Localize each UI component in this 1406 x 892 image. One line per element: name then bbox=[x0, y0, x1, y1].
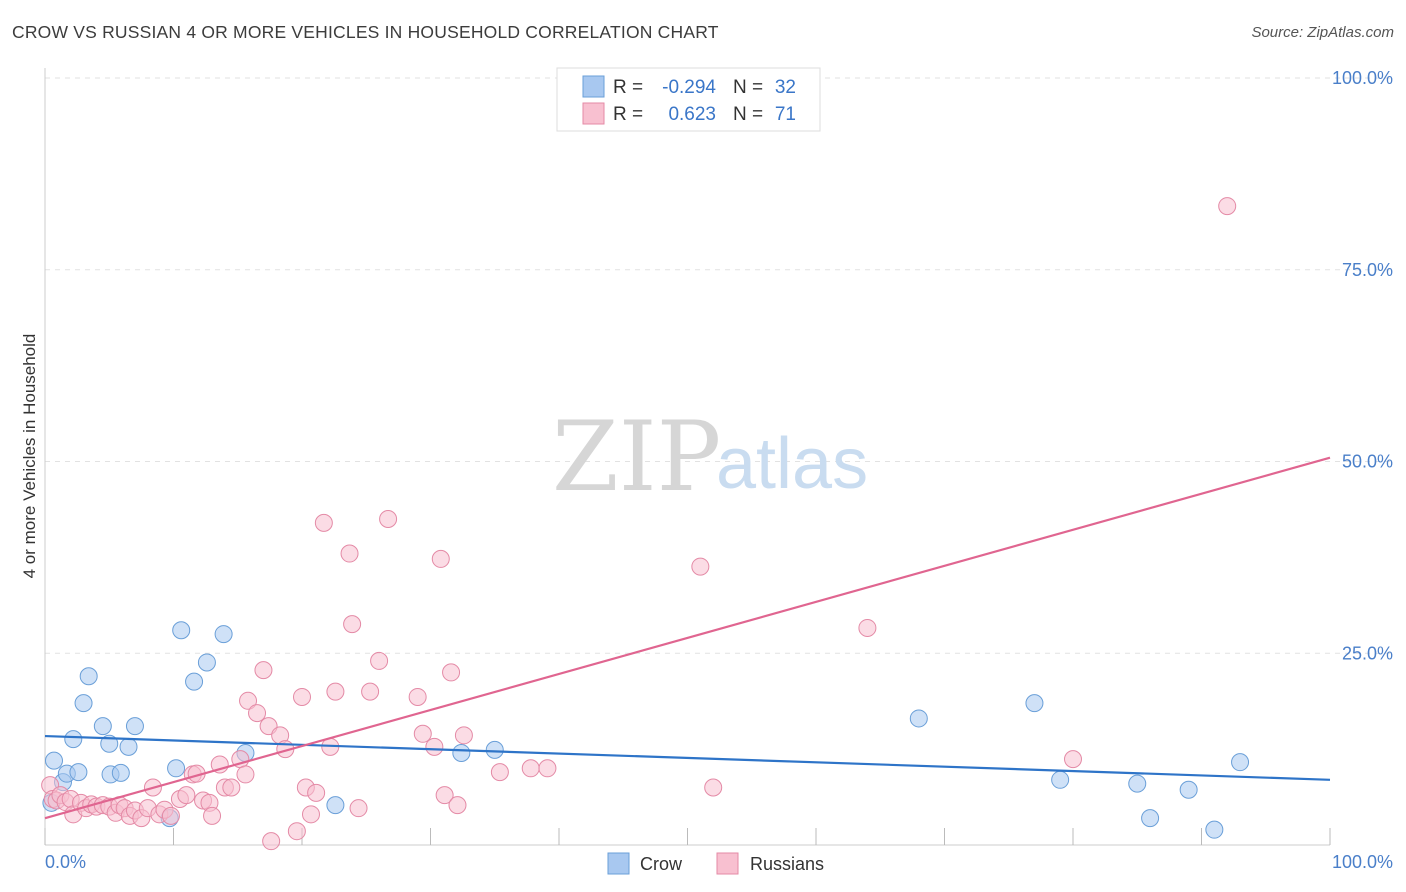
point-russians-59 bbox=[425, 737, 444, 756]
point-russians-30 bbox=[203, 806, 222, 825]
point-crow-31 bbox=[1231, 753, 1250, 772]
point-russians-33 bbox=[222, 778, 241, 797]
watermark: ZIP atlas bbox=[552, 401, 868, 513]
point-crow-5 bbox=[69, 763, 88, 782]
legend-r-label-russians: R = bbox=[613, 104, 643, 125]
source-label: Source: ZipAtlas.com bbox=[1251, 24, 1394, 41]
point-russians-51 bbox=[340, 544, 359, 563]
point-russians-37 bbox=[248, 704, 267, 723]
y-tick-label-1: 50.0% bbox=[1342, 452, 1393, 472]
point-crow-11 bbox=[111, 763, 130, 782]
point-russians-23 bbox=[161, 806, 180, 825]
bottom-legend-swatch-crow bbox=[607, 852, 630, 875]
point-crow-21 bbox=[326, 796, 345, 815]
chart-title: CROW VS RUSSIAN 4 OR MORE VEHICLES IN HO… bbox=[12, 22, 719, 42]
legend-n-value-russians: 71 bbox=[775, 104, 796, 125]
point-russians-50 bbox=[326, 682, 345, 701]
point-russians-63 bbox=[448, 796, 467, 815]
watermark-zip: ZIP bbox=[552, 401, 721, 513]
x-tick-label-0: 0.0% bbox=[45, 852, 86, 872]
bottom-legend-label-crow: Crow bbox=[640, 854, 683, 874]
point-russians-47 bbox=[307, 783, 326, 802]
point-russians-55 bbox=[370, 651, 389, 670]
point-russians-40 bbox=[262, 832, 281, 851]
point-crow-1 bbox=[44, 751, 63, 770]
point-russians-52 bbox=[343, 615, 362, 634]
bottom-legend-label-russians: Russians bbox=[750, 854, 824, 874]
point-russians-57 bbox=[408, 687, 427, 706]
y-axis-title: 4 or more Vehicles in Household bbox=[20, 334, 39, 579]
point-russians-65 bbox=[490, 763, 509, 782]
trend-line-russians bbox=[44, 456, 1331, 820]
point-crow-23 bbox=[485, 740, 504, 759]
point-crow-12 bbox=[119, 737, 138, 756]
point-russians-64 bbox=[454, 726, 473, 745]
bottom-legend-swatch-russians bbox=[716, 852, 739, 875]
y-tick-label-2: 75.0% bbox=[1342, 260, 1393, 280]
point-russians-44 bbox=[293, 687, 311, 706]
point-crow-19 bbox=[214, 625, 233, 644]
legend-n-label-crow: N = bbox=[733, 77, 763, 98]
point-russians-56 bbox=[379, 510, 398, 529]
point-russians-67 bbox=[538, 759, 557, 778]
point-russians-61 bbox=[435, 786, 454, 805]
legend-swatch-crow bbox=[582, 75, 605, 98]
trend-line-crow bbox=[44, 734, 1331, 781]
trend-lines bbox=[44, 456, 1331, 820]
point-crow-28 bbox=[1141, 809, 1160, 828]
point-russians-62 bbox=[442, 663, 461, 682]
point-crow-17 bbox=[185, 672, 204, 691]
point-russians-72 bbox=[1218, 197, 1237, 216]
legend-n-value-crow: 32 bbox=[775, 77, 796, 98]
point-crow-6 bbox=[74, 694, 93, 713]
legend-r-value-russians: 0.623 bbox=[668, 104, 716, 125]
correlation-legend: R = -0.294 N = 32 R = 0.623 N = 71 bbox=[556, 67, 821, 132]
point-crow-24 bbox=[909, 709, 928, 728]
point-crow-22 bbox=[452, 743, 471, 762]
y-tick-label-3: 100.0% bbox=[1332, 68, 1393, 88]
point-russians-69 bbox=[704, 778, 723, 797]
point-crow-25 bbox=[1025, 694, 1044, 713]
legend-n-label-russians: N = bbox=[733, 104, 763, 125]
point-russians-71 bbox=[1064, 750, 1082, 769]
point-russians-35 bbox=[236, 765, 255, 784]
point-russians-68 bbox=[691, 557, 710, 576]
point-crow-7 bbox=[79, 667, 98, 686]
point-russians-38 bbox=[254, 661, 273, 680]
point-crow-27 bbox=[1128, 774, 1147, 793]
point-russians-25 bbox=[177, 786, 196, 805]
point-russians-70 bbox=[858, 618, 877, 637]
point-crow-13 bbox=[125, 717, 144, 736]
y-tick-label-0: 25.0% bbox=[1342, 643, 1393, 663]
point-crow-30 bbox=[1205, 820, 1224, 839]
grid-lines bbox=[45, 77, 1392, 654]
point-russians-66 bbox=[521, 759, 540, 778]
legend-r-label-crow: R = bbox=[613, 77, 643, 98]
legend-r-value-crow: -0.294 bbox=[662, 77, 716, 98]
point-russians-46 bbox=[301, 805, 320, 824]
point-russians-54 bbox=[361, 682, 380, 701]
x-tick-label-1: 100.0% bbox=[1332, 852, 1393, 872]
point-crow-16 bbox=[172, 621, 191, 640]
point-crow-15 bbox=[167, 759, 186, 778]
point-russians-48 bbox=[314, 513, 333, 532]
data-points bbox=[41, 197, 1250, 851]
axes bbox=[44, 68, 1331, 846]
point-crow-8 bbox=[93, 717, 112, 736]
legend-swatch-russians bbox=[582, 102, 605, 125]
point-crow-29 bbox=[1179, 780, 1198, 799]
point-russians-36 bbox=[239, 691, 258, 710]
point-russians-43 bbox=[287, 822, 306, 841]
point-crow-18 bbox=[197, 653, 216, 672]
point-crow-4 bbox=[64, 730, 83, 749]
point-russians-58 bbox=[413, 724, 432, 743]
watermark-atlas: atlas bbox=[716, 424, 868, 504]
series-legend: Crow Russians bbox=[607, 852, 824, 875]
point-crow-26 bbox=[1051, 770, 1070, 789]
point-russians-53 bbox=[349, 799, 368, 818]
tick-labels: 25.0% 50.0% 75.0% 100.0% 0.0% 100.0% bbox=[45, 68, 1393, 872]
point-russians-60 bbox=[431, 549, 450, 568]
